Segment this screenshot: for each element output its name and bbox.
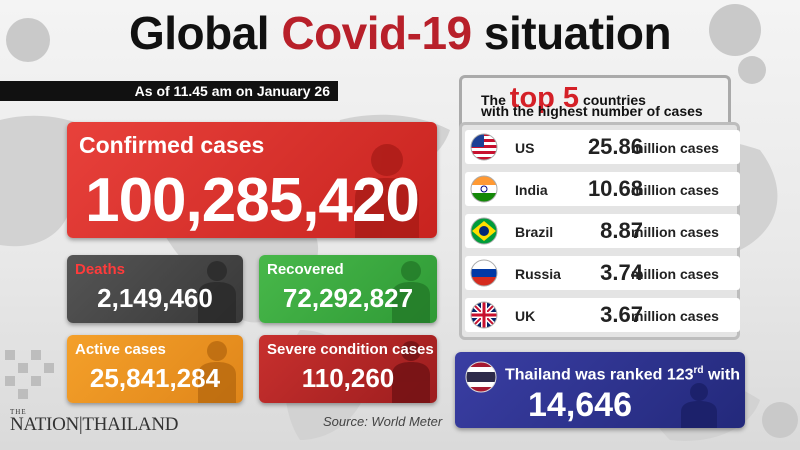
person-silhouette-icon xyxy=(392,341,430,403)
top5-header-frame xyxy=(459,75,731,131)
severe-value: 110,260 xyxy=(301,363,395,393)
thailand-flag-icon xyxy=(465,361,497,393)
top5-heading: The top 5 countries xyxy=(481,82,646,114)
person-silhouette-icon xyxy=(392,261,430,323)
country-row-india: India 10.68 million cases xyxy=(465,172,740,206)
active-label: Active cases xyxy=(75,341,166,358)
person-silhouette-icon xyxy=(681,383,717,428)
russia-flag-icon xyxy=(470,259,498,287)
title-highlight: Covid-19 xyxy=(281,7,472,59)
usa-flag-icon xyxy=(470,133,498,161)
page-title: Global Covid-19 situation xyxy=(128,7,672,59)
country-row-uk: UK 3.67 million cases xyxy=(465,298,740,332)
person-silhouette-icon xyxy=(198,341,236,403)
person-silhouette-icon xyxy=(355,144,419,238)
deaths-value: 2,149,460 xyxy=(97,283,213,313)
nation-thailand-logo: THE NATION|THAILAND xyxy=(10,408,179,435)
active-value: 25,841,284 xyxy=(89,363,221,393)
confirmed-cases-card: Confirmed cases 100,285,420 xyxy=(67,122,437,238)
country-row-us: US 25.86 million cases xyxy=(465,130,740,164)
deaths-card: Deaths 2,149,460 xyxy=(67,255,243,323)
recovered-value: 72,292,827 xyxy=(282,283,414,313)
uk-flag-icon xyxy=(470,301,498,329)
thailand-rank-text: Thailand was ranked 123rd with xyxy=(505,365,740,384)
country-row-brazil: Brazil 8.87 million cases xyxy=(465,214,740,248)
recovered-label: Recovered xyxy=(267,261,344,278)
brazil-flag-icon xyxy=(470,217,498,245)
thailand-value: 14,646 xyxy=(528,386,632,424)
source-note: Source: World Meter xyxy=(323,414,443,429)
deaths-label: Deaths xyxy=(75,261,126,278)
severe-cases-card: Severe condition cases 110,260 xyxy=(259,335,437,403)
active-cases-card: Active cases 25,841,284 xyxy=(67,335,243,403)
confirmed-label: Confirmed cases xyxy=(79,132,265,158)
severe-label: Severe condition cases xyxy=(267,341,434,358)
top5-subheading: with the highest number of cases xyxy=(481,103,703,119)
country-row-russia: Russia 3.74 million cases xyxy=(465,256,740,290)
top5-heading-emphasis: top 5 xyxy=(509,82,580,114)
confirmed-value: 100,285,420 xyxy=(85,166,420,235)
person-silhouette-icon xyxy=(198,261,236,323)
thailand-ranking-card: Thailand was ranked 123rd with 14,646 xyxy=(455,352,745,428)
recovered-card: Recovered 72,292,827 xyxy=(259,255,437,323)
as-of-date: As of 11.45 am on January 26 xyxy=(0,81,338,101)
india-flag-icon xyxy=(470,175,498,203)
